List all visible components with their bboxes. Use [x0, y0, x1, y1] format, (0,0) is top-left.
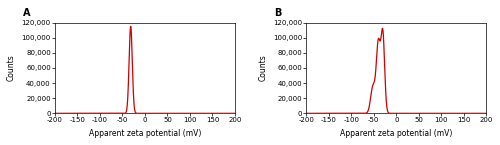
Y-axis label: Counts: Counts	[258, 55, 268, 81]
X-axis label: Apparent zeta potential (mV): Apparent zeta potential (mV)	[340, 129, 452, 138]
Text: A: A	[22, 8, 30, 18]
Y-axis label: Counts: Counts	[7, 55, 16, 81]
X-axis label: Apparent zeta potential (mV): Apparent zeta potential (mV)	[89, 129, 201, 138]
Text: B: B	[274, 8, 281, 18]
